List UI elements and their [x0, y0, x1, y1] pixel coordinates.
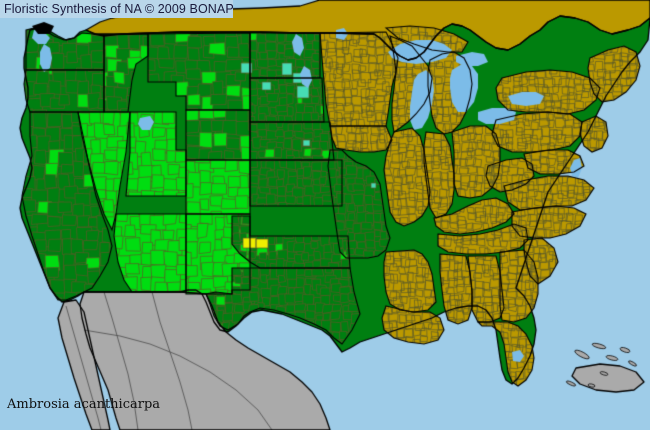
map-title: Floristic Synthesis of NA © 2009 BONAP	[4, 1, 234, 16]
species-name-caption: Ambrosia acanthicarpa	[7, 397, 161, 412]
map-title-plate: Floristic Synthesis of NA © 2009 BONAP	[0, 0, 234, 18]
